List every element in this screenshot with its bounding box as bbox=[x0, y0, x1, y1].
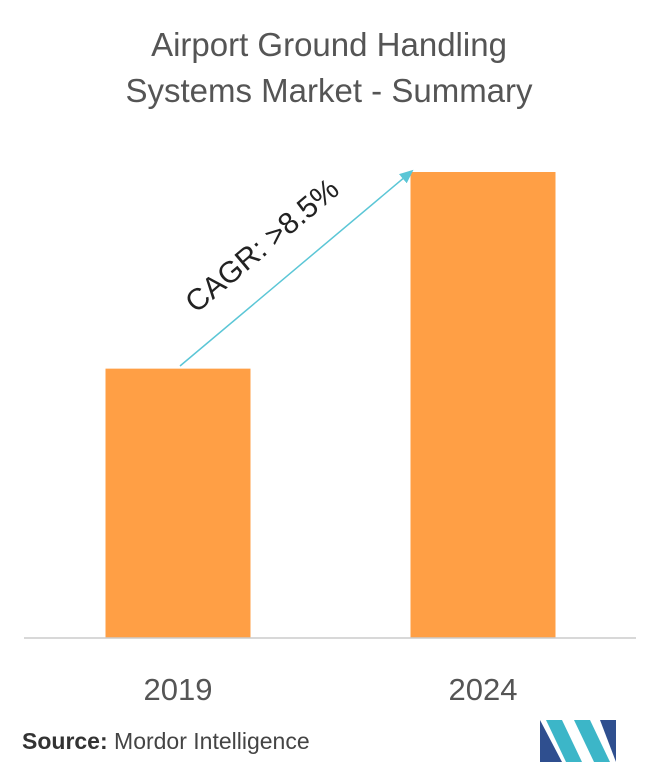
source-note: Source: Mordor Intelligence bbox=[22, 728, 310, 755]
chart-title-line-1: Airport Ground Handling bbox=[151, 26, 507, 63]
chart-title-line-2: Systems Market - Summary bbox=[125, 72, 533, 109]
bar-2019 bbox=[105, 368, 251, 638]
bar-2024 bbox=[410, 172, 556, 638]
source-text: Mordor Intelligence bbox=[114, 728, 310, 754]
mordor-intelligence-logo-icon bbox=[540, 720, 616, 762]
x-tick-label-2024: 2024 bbox=[449, 672, 518, 707]
cagr-arrow bbox=[179, 169, 414, 367]
source-label: Source: bbox=[22, 728, 108, 754]
x-tick-label-2019: 2019 bbox=[144, 672, 213, 707]
chart-title: Airport Ground Handling Systems Market -… bbox=[0, 22, 658, 114]
